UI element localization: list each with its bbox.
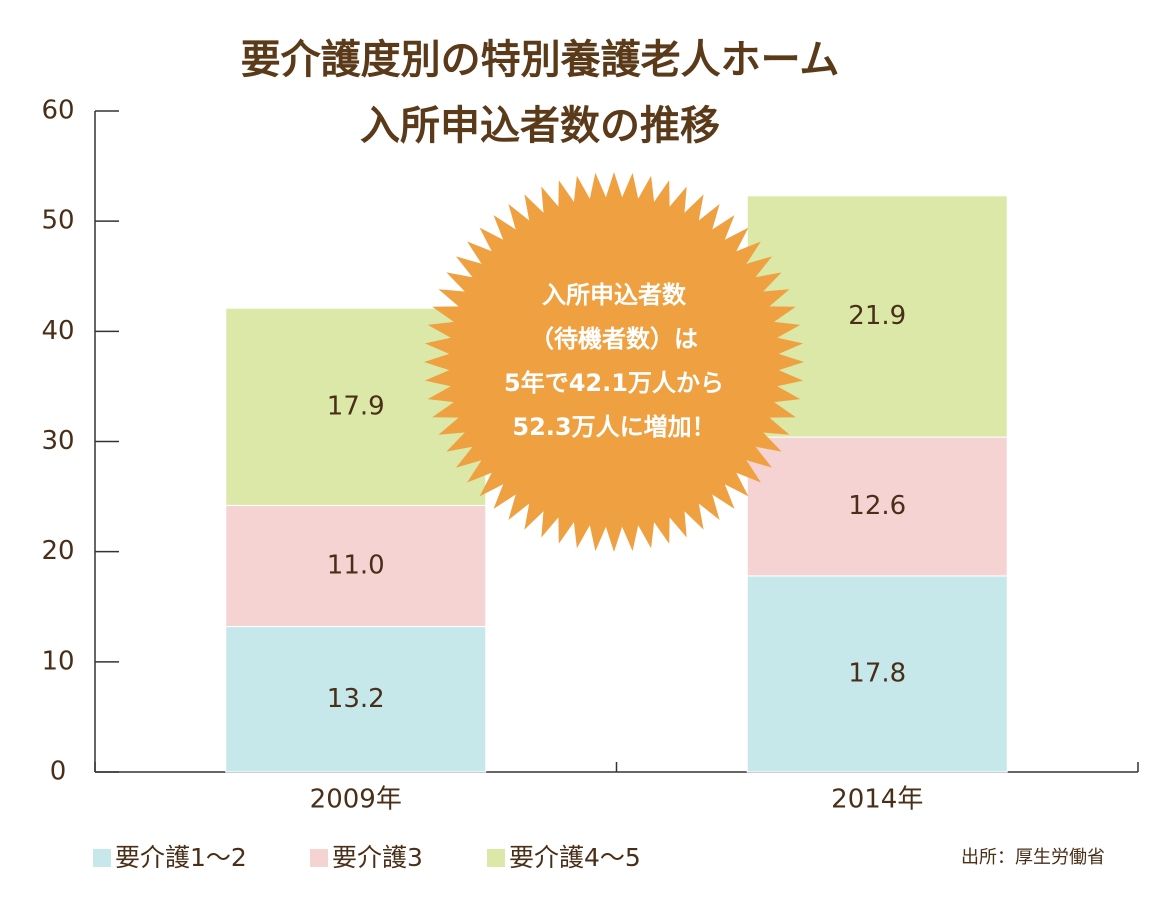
chart-title: 入所申込者数の推移 bbox=[360, 103, 720, 149]
y-tick-label: 10 bbox=[41, 646, 74, 676]
legend-swatch bbox=[93, 849, 111, 867]
annotation-burst bbox=[424, 172, 804, 552]
value-label: 12.6 bbox=[848, 491, 906, 521]
legend-label: 要介護1〜2 bbox=[115, 843, 247, 872]
value-label: 17.9 bbox=[327, 391, 385, 421]
x-tick-label: 2009年 bbox=[310, 785, 402, 815]
value-label: 13.2 bbox=[327, 684, 385, 714]
value-label: 11.0 bbox=[327, 550, 385, 580]
chart-title: 要介護度別の特別養護老人ホーム bbox=[241, 37, 840, 83]
legend-label: 要介護4〜5 bbox=[509, 843, 641, 872]
y-tick-label: 20 bbox=[41, 536, 74, 566]
y-tick-label: 50 bbox=[41, 206, 74, 236]
y-tick-label: 30 bbox=[41, 426, 74, 456]
bar-segment bbox=[225, 626, 487, 773]
y-tick-label: 0 bbox=[50, 757, 67, 787]
y-tick-label: 40 bbox=[41, 316, 74, 346]
legend-label: 要介護3 bbox=[332, 843, 423, 872]
annotation-text: 5年で42.1万人から bbox=[504, 369, 724, 397]
y-tick-label: 60 bbox=[41, 96, 74, 126]
annotation-text: 52.3万人に増加！ bbox=[512, 413, 715, 441]
source: 出所：厚生労働省 bbox=[961, 847, 1105, 868]
legend-swatch bbox=[487, 849, 505, 867]
x-tick-label: 2014年 bbox=[831, 785, 923, 815]
value-label: 17.8 bbox=[848, 658, 906, 688]
legend-swatch bbox=[310, 849, 328, 867]
annotation-text: 入所申込者数 bbox=[542, 281, 687, 309]
value-label: 21.9 bbox=[848, 301, 906, 331]
bar-segment bbox=[225, 504, 487, 628]
bar-segment bbox=[746, 436, 1008, 577]
annotation-text: （待機者数）は bbox=[530, 325, 698, 353]
